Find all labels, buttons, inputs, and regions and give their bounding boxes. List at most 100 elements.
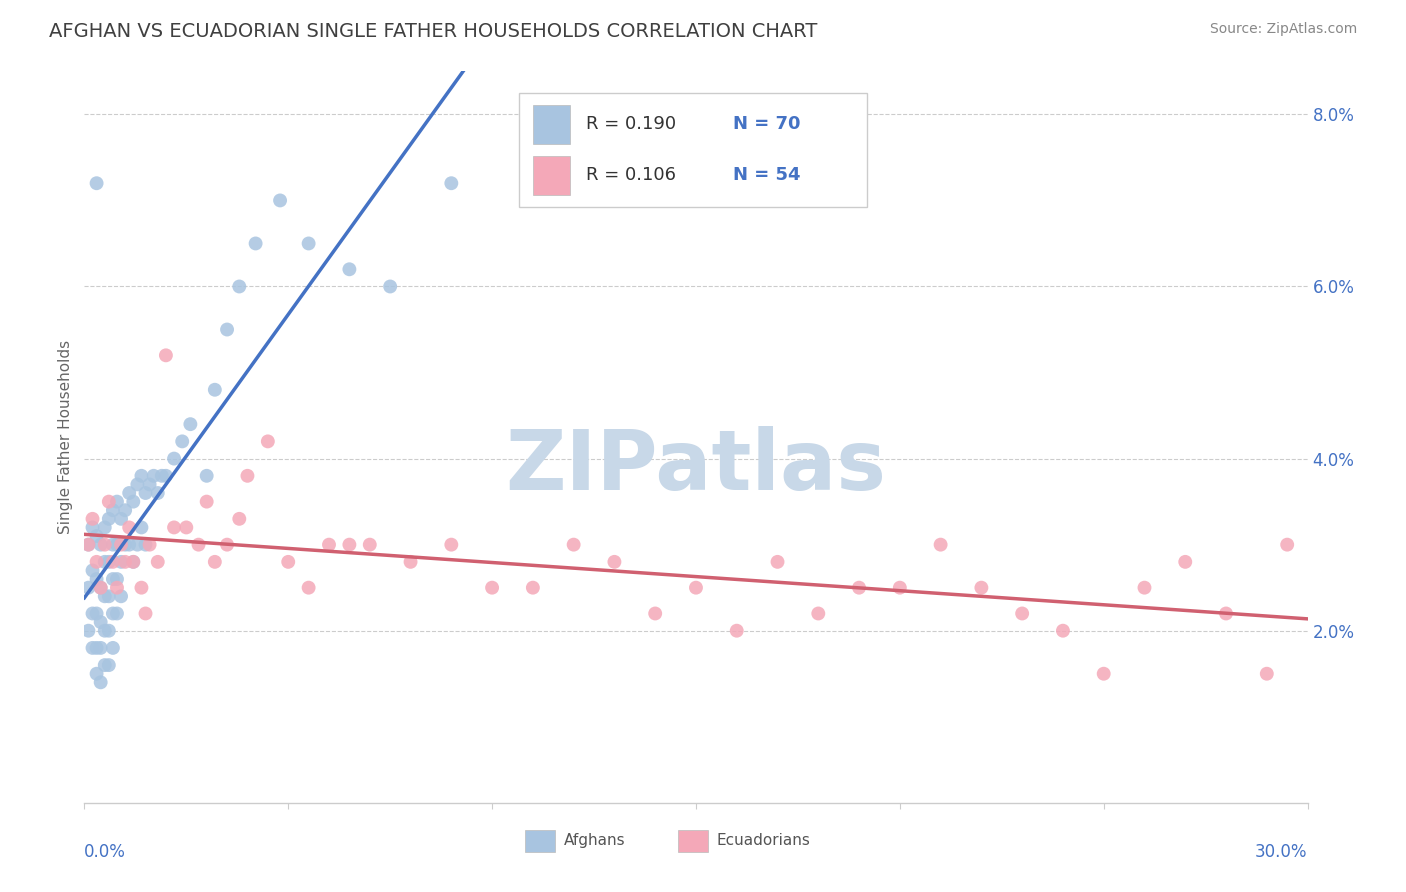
Text: ZIPatlas: ZIPatlas: [506, 425, 886, 507]
Text: N = 54: N = 54: [733, 166, 800, 184]
Point: [236, 468, 259, 483]
Point: [269, 194, 291, 208]
Point: [155, 468, 177, 483]
Point: [97, 658, 120, 673]
Point: [101, 503, 124, 517]
Point: [105, 581, 128, 595]
Point: [204, 555, 226, 569]
Point: [440, 538, 463, 552]
Point: [228, 512, 250, 526]
Point: [298, 581, 321, 595]
Point: [93, 538, 115, 552]
Point: [97, 512, 120, 526]
Point: [1215, 607, 1237, 621]
Point: [228, 279, 250, 293]
Point: [970, 581, 993, 595]
Point: [1174, 555, 1197, 569]
Point: [257, 434, 280, 449]
Point: [195, 494, 218, 508]
Point: [93, 658, 115, 673]
Point: [97, 589, 120, 603]
Point: [122, 555, 145, 569]
Point: [172, 434, 194, 449]
Point: [101, 555, 124, 569]
Point: [77, 624, 100, 638]
Point: [105, 607, 128, 621]
Point: [685, 581, 707, 595]
Bar: [533, 156, 569, 195]
Point: [174, 520, 197, 534]
Point: [138, 477, 160, 491]
Point: [82, 512, 104, 526]
Point: [122, 494, 145, 508]
Point: [118, 520, 141, 534]
Point: [86, 640, 108, 655]
Text: Afghans: Afghans: [564, 833, 626, 848]
FancyBboxPatch shape: [519, 94, 868, 207]
Point: [86, 529, 108, 543]
Point: [644, 607, 666, 621]
Point: [1133, 581, 1156, 595]
Point: [114, 538, 136, 552]
Point: [101, 607, 124, 621]
Point: [131, 520, 153, 534]
Point: [298, 236, 321, 251]
Point: [1256, 666, 1278, 681]
Point: [110, 555, 132, 569]
Text: Source: ZipAtlas.com: Source: ZipAtlas.com: [1209, 22, 1357, 37]
Point: [380, 279, 402, 293]
Point: [135, 607, 157, 621]
Point: [848, 581, 870, 595]
Point: [1052, 624, 1074, 638]
Point: [138, 538, 160, 552]
Bar: [533, 104, 569, 145]
Point: [359, 538, 381, 552]
Point: [86, 572, 108, 586]
Point: [118, 486, 141, 500]
Point: [135, 486, 157, 500]
Point: [1011, 607, 1033, 621]
Point: [127, 477, 149, 491]
Point: [86, 176, 108, 190]
Point: [339, 262, 361, 277]
Text: 30.0%: 30.0%: [1256, 843, 1308, 861]
Point: [1277, 538, 1299, 552]
Point: [131, 581, 153, 595]
Point: [1092, 666, 1115, 681]
Point: [163, 520, 186, 534]
Point: [114, 555, 136, 569]
Point: [399, 555, 422, 569]
Text: N = 70: N = 70: [733, 115, 800, 133]
Text: Ecuadorians: Ecuadorians: [717, 833, 811, 848]
Point: [82, 520, 104, 534]
Point: [929, 538, 952, 552]
Point: [97, 494, 120, 508]
Point: [122, 555, 145, 569]
Point: [146, 555, 169, 569]
Point: [135, 538, 157, 552]
Point: [889, 581, 911, 595]
Point: [725, 624, 748, 638]
Point: [82, 564, 104, 578]
Point: [90, 538, 112, 552]
Bar: [678, 830, 709, 852]
Text: R = 0.190: R = 0.190: [586, 115, 676, 133]
Point: [245, 236, 267, 251]
Point: [155, 348, 177, 362]
Point: [195, 468, 218, 483]
Point: [86, 555, 108, 569]
Point: [179, 417, 201, 432]
Point: [86, 607, 108, 621]
Point: [163, 451, 186, 466]
Point: [110, 512, 132, 526]
Point: [110, 538, 132, 552]
Point: [97, 555, 120, 569]
Point: [105, 572, 128, 586]
Y-axis label: Single Father Households: Single Father Households: [58, 340, 73, 534]
Point: [93, 624, 115, 638]
Point: [118, 538, 141, 552]
Point: [77, 581, 100, 595]
Point: [97, 624, 120, 638]
Text: AFGHAN VS ECUADORIAN SINGLE FATHER HOUSEHOLDS CORRELATION CHART: AFGHAN VS ECUADORIAN SINGLE FATHER HOUSE…: [49, 22, 817, 41]
Point: [77, 538, 100, 552]
